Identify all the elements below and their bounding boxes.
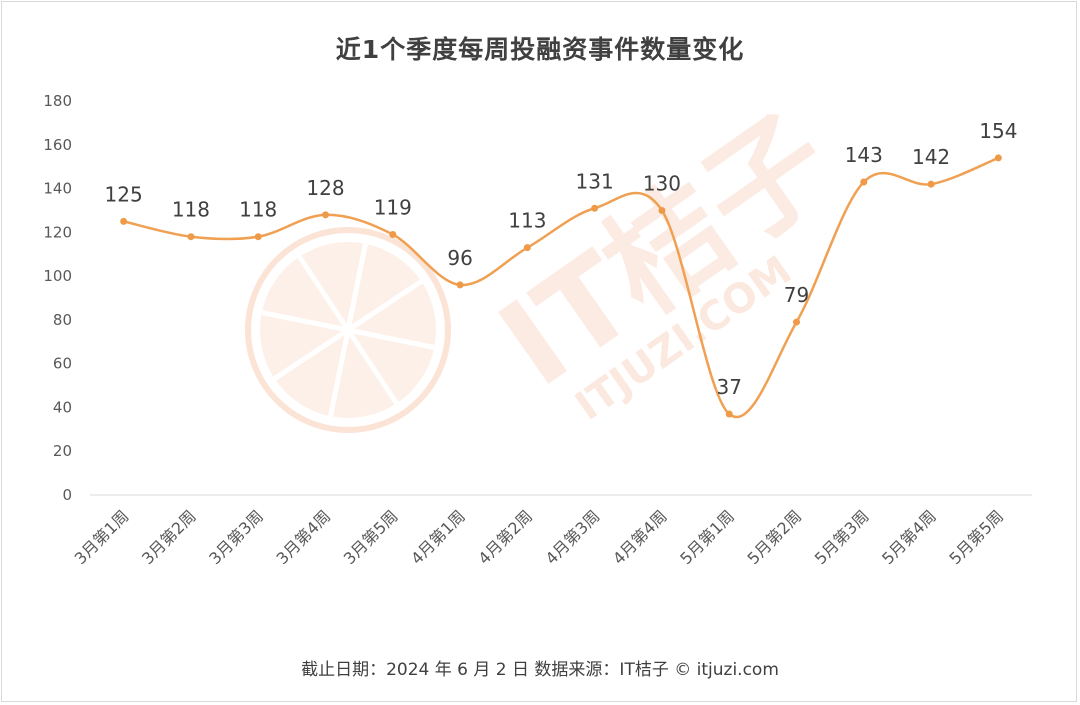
data-label: 128 xyxy=(306,176,344,200)
series: 125 118 118 128 119 96 113 131 130 37 79 143 142 154 xyxy=(105,119,1017,419)
x-tick-label: 3月第3周 xyxy=(205,506,267,568)
y-tick-label: 180 xyxy=(43,92,72,110)
x-tick-label: 4月第1周 xyxy=(407,506,469,568)
x-tick-label: 5月第2周 xyxy=(744,506,806,568)
x-tick-label: 3月第2周 xyxy=(138,506,200,568)
x-tick-label: 5月第4周 xyxy=(878,506,940,568)
data-label: 154 xyxy=(979,119,1017,143)
y-tick-label: 0 xyxy=(62,486,72,504)
x-tick-label: 5月第1周 xyxy=(676,506,738,568)
x-tick-label: 4月第2周 xyxy=(474,506,536,568)
data-point xyxy=(994,154,1002,162)
watermark-segment-line xyxy=(328,329,351,417)
data-point xyxy=(523,244,531,252)
y-tick-label: 40 xyxy=(53,398,72,416)
x-tick-label: 4月第3周 xyxy=(542,506,604,568)
chart-title: 近1个季度每周投融资事件数量变化 xyxy=(335,35,745,64)
y-tick-label: 140 xyxy=(43,180,72,198)
y-tick-label: 120 xyxy=(43,223,72,241)
watermark-segment-line xyxy=(346,279,423,333)
watermark-segment-line xyxy=(345,328,399,405)
y-tick-label: 20 xyxy=(53,442,72,460)
data-label: 125 xyxy=(105,182,143,206)
data-point xyxy=(389,231,397,239)
y-tick-label: 60 xyxy=(53,355,72,373)
watermark-orange-ring xyxy=(245,227,451,433)
data-label: 79 xyxy=(784,283,809,307)
data-point xyxy=(322,211,329,219)
data-point xyxy=(591,204,599,212)
data-label: 142 xyxy=(912,145,950,169)
data-point xyxy=(120,217,128,225)
watermark-segment-line xyxy=(345,243,368,331)
data-point xyxy=(658,206,666,214)
data-label: 130 xyxy=(643,171,681,195)
data-label: 118 xyxy=(239,198,277,222)
x-tick-label: 5月第5周 xyxy=(945,506,1007,568)
watermark-segment-line xyxy=(261,310,349,333)
data-label: 113 xyxy=(508,209,546,233)
watermark-segment-line xyxy=(297,255,351,332)
data-label: 131 xyxy=(576,169,614,193)
data-label: 96 xyxy=(447,246,472,270)
data-label: 119 xyxy=(374,196,412,220)
data-point xyxy=(860,178,868,186)
footer-source: 截止日期：2024 年 6 月 2 日 数据来源：IT桔子 © itjuzi.c… xyxy=(301,660,779,680)
data-point xyxy=(793,318,800,326)
data-point xyxy=(725,410,733,418)
data-point xyxy=(927,180,935,188)
y-tick-label: 80 xyxy=(53,311,72,329)
data-point xyxy=(254,233,262,241)
x-tick-label: 5月第3周 xyxy=(811,506,873,568)
data-point xyxy=(456,281,464,289)
y-tick-label: 160 xyxy=(43,136,72,154)
x-tick-label: 3月第1周 xyxy=(71,506,133,568)
x-tick-label: 4月第4周 xyxy=(609,506,671,568)
x-tick-label: 3月第4周 xyxy=(273,506,335,568)
y-tick-label: 100 xyxy=(43,267,72,285)
data-label: 143 xyxy=(845,143,883,167)
x-tick-label: 3月第5周 xyxy=(340,506,402,568)
watermark-segment-line xyxy=(273,327,350,381)
data-label: 37 xyxy=(716,375,741,399)
data-point xyxy=(187,233,195,241)
series-line xyxy=(123,156,999,419)
data-label: 118 xyxy=(172,198,210,222)
watermark-segment-line xyxy=(347,327,435,350)
